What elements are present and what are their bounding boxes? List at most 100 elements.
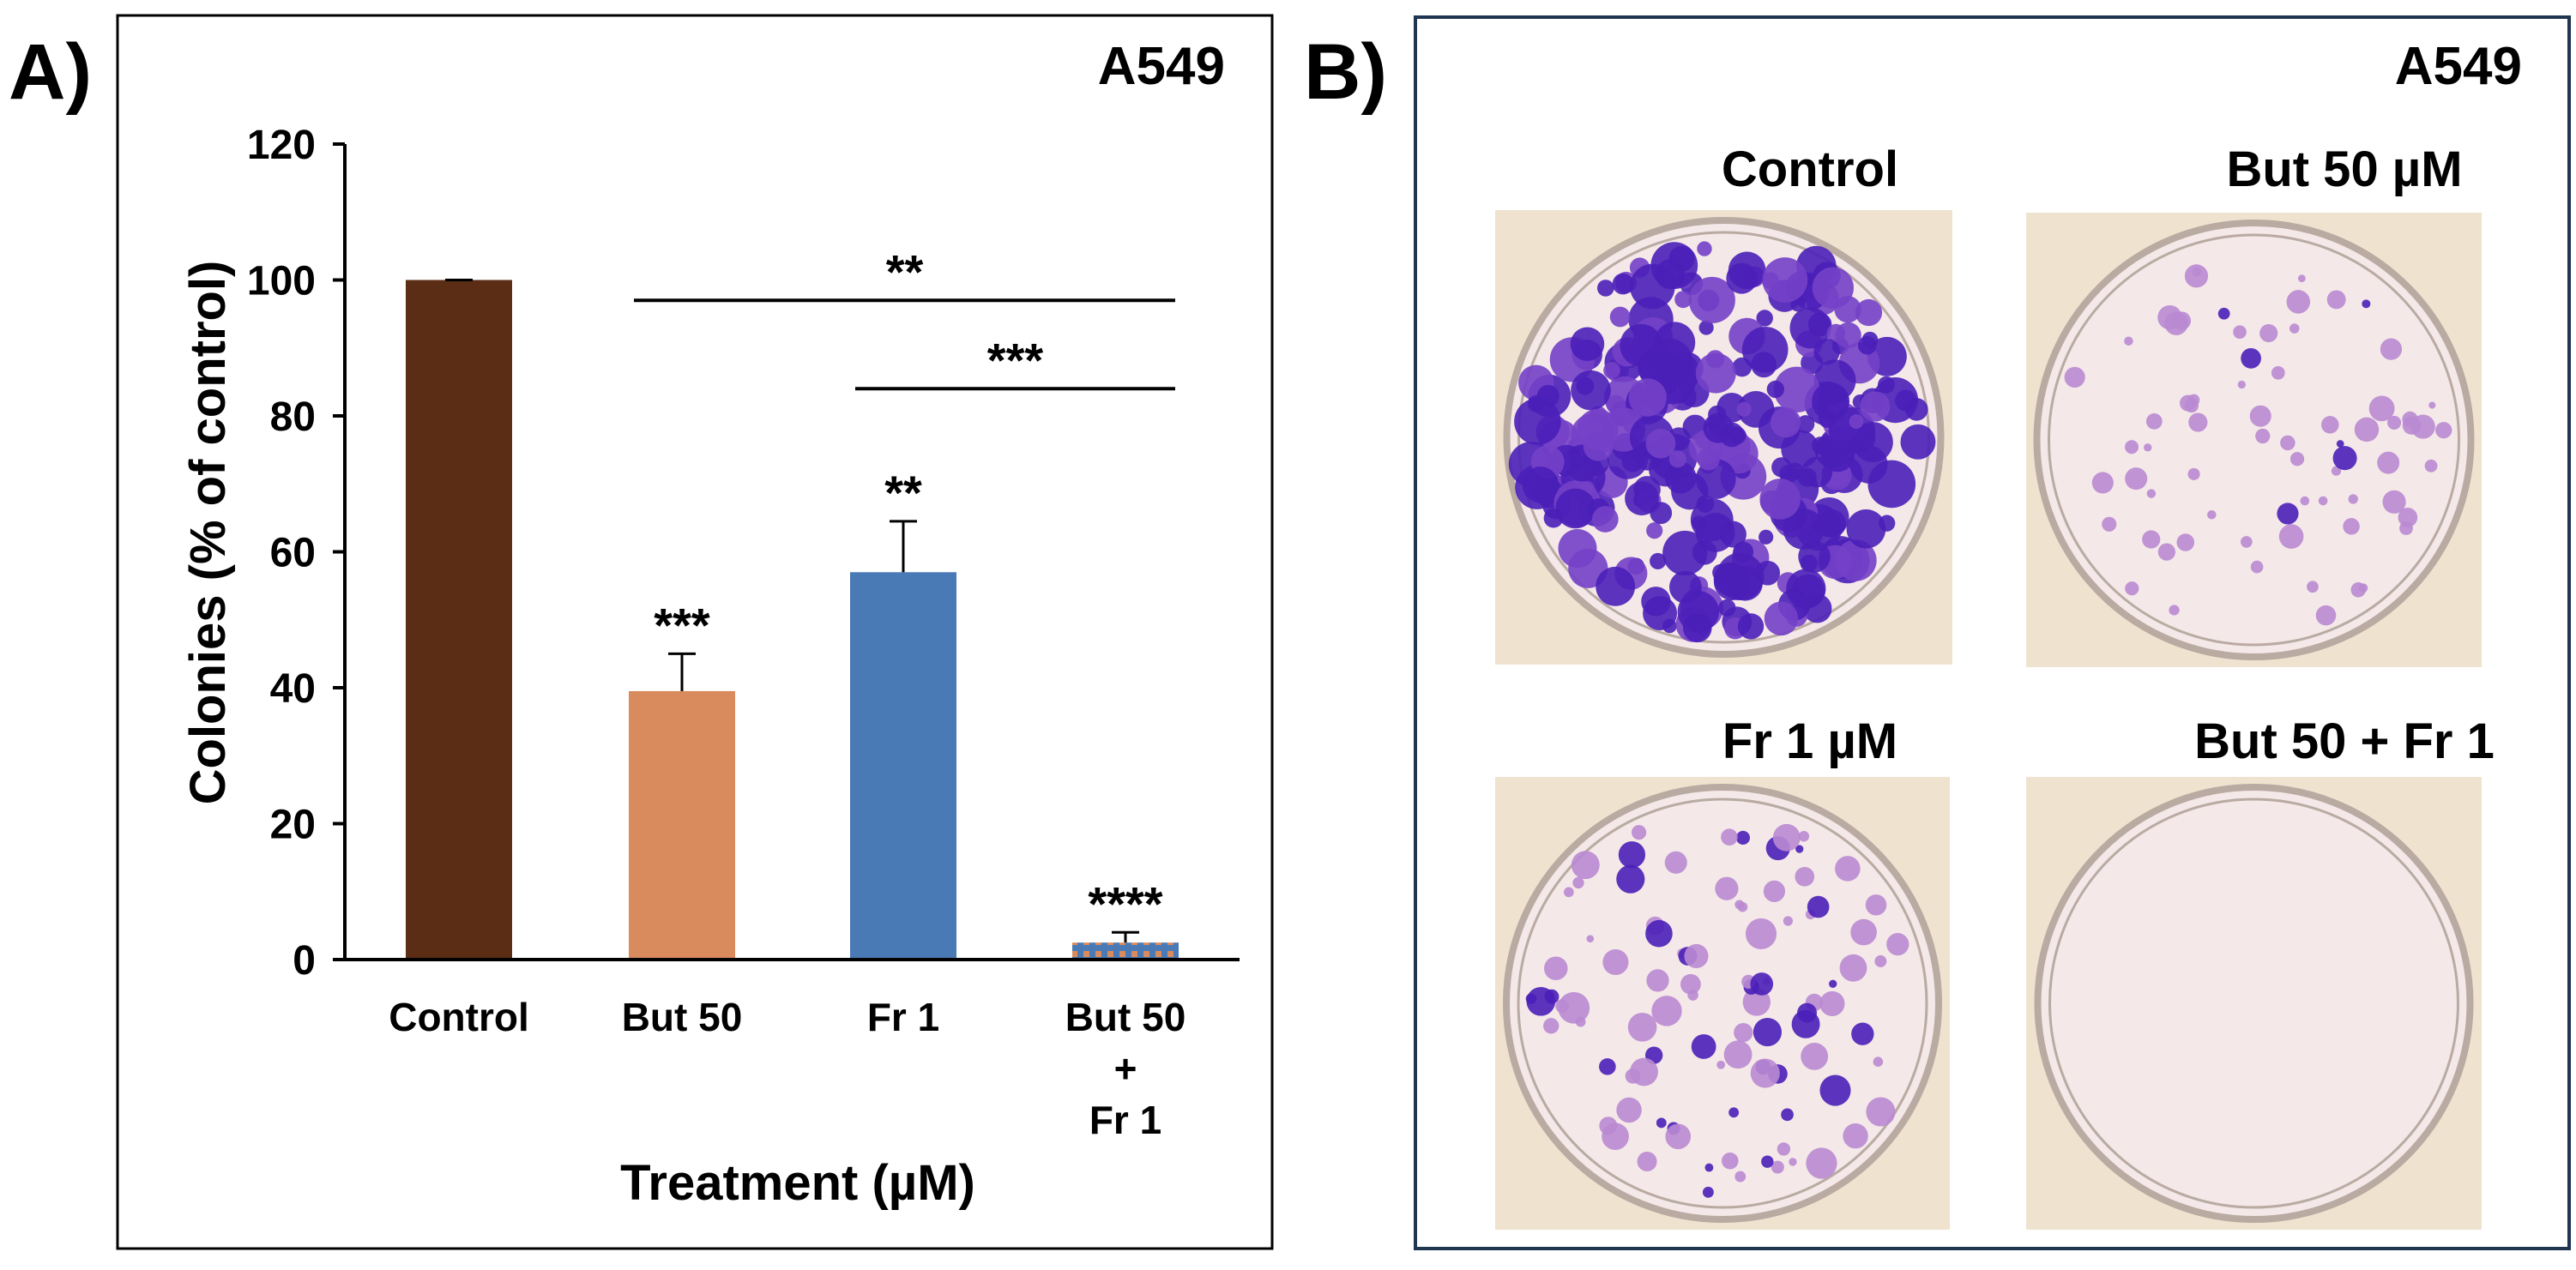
- colony: [1839, 954, 1867, 982]
- colony: [1759, 479, 1801, 520]
- colony: [1612, 273, 1634, 295]
- dish-inner-rim: [1517, 798, 1928, 1209]
- colony: [2343, 518, 2360, 535]
- colony: [1645, 338, 1693, 387]
- colony: [1664, 851, 1687, 874]
- colony: [2233, 325, 2247, 340]
- colony: [1806, 1147, 1837, 1179]
- colony: [2144, 443, 2152, 452]
- colony: [2157, 543, 2175, 561]
- colony: [1621, 450, 1644, 472]
- y-tick-label: 120: [247, 123, 316, 168]
- colony: [1900, 424, 1936, 460]
- colony: [2064, 366, 2085, 388]
- dish-well: [2034, 784, 2474, 1223]
- x-tick-label-but50: But 50: [622, 995, 743, 1039]
- colony: [2217, 307, 2230, 320]
- colony: [1641, 587, 1671, 617]
- colony: [2146, 489, 2157, 498]
- colony: [1737, 613, 1765, 640]
- colony: [1637, 1152, 1657, 1172]
- colony: [2102, 516, 2117, 532]
- significance-brackets: *****: [634, 244, 1175, 391]
- colony: [1800, 554, 1818, 572]
- colony: [1904, 398, 1928, 421]
- colony: [1625, 481, 1659, 516]
- panel-a-frame: [116, 14, 1274, 1250]
- colony: [1763, 880, 1786, 902]
- colony: [1575, 1016, 1586, 1027]
- colony: [1828, 406, 1875, 454]
- colony: [1698, 320, 1714, 335]
- x-tick-label-combo: But 50: [1065, 995, 1186, 1039]
- culture-well-combo: [2026, 777, 2482, 1230]
- colony: [2145, 412, 2163, 430]
- colony: [1851, 1022, 1874, 1045]
- colony: [1571, 851, 1600, 880]
- colony: [1723, 1040, 1753, 1069]
- colony: [1691, 1034, 1716, 1059]
- y-tick-label: 100: [247, 259, 316, 304]
- well-fr1-group: Fr 1 µM: [1495, 713, 1950, 1230]
- colony: [1688, 276, 1735, 324]
- colony: [2249, 405, 2271, 427]
- colony: [1716, 552, 1765, 601]
- colony: [1835, 856, 1861, 882]
- y-tick-label: 60: [270, 531, 316, 576]
- colony: [1878, 376, 1895, 394]
- colony: [1741, 326, 1789, 373]
- error-bars: [445, 279, 1139, 943]
- x-axis-tick-labels: Control But 50 Fr 1 But 50 + Fr 1: [389, 995, 1185, 1142]
- colony: [2318, 496, 2328, 506]
- colony: [1745, 918, 1777, 949]
- colony: [1665, 1123, 1692, 1150]
- colony: [1726, 262, 1758, 294]
- bars: [406, 280, 1179, 960]
- colony: [2354, 417, 2380, 442]
- bar-chart: Colonies (% of control) Treatment (µM) 0…: [180, 123, 1240, 1211]
- colony: [1734, 1022, 1753, 1043]
- dish-well: [2033, 220, 2475, 660]
- colony: [2380, 338, 2403, 360]
- y-tick-label: 40: [270, 666, 316, 712]
- colony: [1762, 257, 1808, 303]
- colony: [1645, 428, 1676, 459]
- colony: [1662, 530, 1708, 576]
- colony: [1874, 955, 1887, 967]
- colony: [2184, 264, 2209, 288]
- colony: [2336, 440, 2344, 448]
- colony: [1797, 467, 1817, 487]
- colony: [1795, 845, 1804, 853]
- colony: [1728, 426, 1746, 444]
- panel-a: A) A549 Colonies (% of control) Treatmen…: [9, 14, 1274, 1250]
- colony: [1771, 1160, 1784, 1174]
- colony: [1795, 866, 1815, 887]
- x-tick-label-combo: +: [1114, 1046, 1137, 1091]
- colony: [2424, 459, 2438, 472]
- bar-control: [406, 280, 512, 960]
- colony: [1656, 1117, 1667, 1129]
- colony: [1865, 894, 1887, 916]
- colony: [1651, 996, 1682, 1026]
- colony: [1796, 415, 1815, 434]
- colony: [1543, 956, 1568, 981]
- colony: [1602, 948, 1629, 976]
- colony: [2184, 398, 2199, 413]
- colony: [1828, 442, 1847, 461]
- colony: [1857, 335, 1877, 355]
- dish-inner-rim: [2048, 233, 2460, 647]
- significance-label-combo: ****: [1088, 876, 1162, 930]
- colony: [1603, 362, 1620, 379]
- colony: [1628, 378, 1667, 417]
- colony: [1849, 414, 1864, 429]
- colony: [1777, 1142, 1791, 1156]
- significance-label-fr1: **: [884, 466, 922, 520]
- dish-inner-rim: [2048, 798, 2459, 1209]
- colony: [1599, 1058, 1616, 1075]
- well-title: Fr 1 µM: [1722, 713, 1897, 769]
- well-combo-group: But 50 + Fr 1: [2026, 713, 2495, 1230]
- colony: [1812, 267, 1854, 309]
- colony: [1766, 380, 1784, 399]
- colony: [2176, 533, 2195, 551]
- colony: [1770, 406, 1801, 438]
